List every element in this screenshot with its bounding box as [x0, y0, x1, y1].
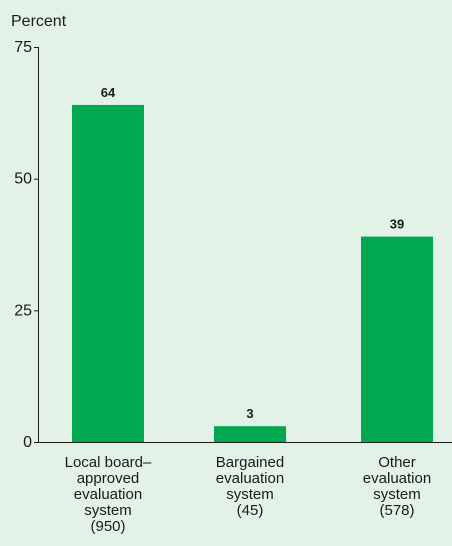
category-label: (45): [237, 502, 264, 519]
y-tick-label: 75: [14, 39, 32, 56]
bar: [72, 104, 144, 442]
y-tick-label: 0: [23, 434, 32, 451]
category-label: Local board–: [65, 454, 152, 471]
bar-value-label: 64: [101, 85, 116, 100]
category-label: system: [373, 486, 421, 503]
category-label: system: [84, 502, 132, 519]
category-label: Other: [378, 454, 416, 471]
bar-value-label: 39: [390, 217, 404, 232]
bar: [214, 426, 286, 442]
category-label: evaluation: [74, 486, 142, 503]
bar-value-label: 3: [246, 406, 253, 421]
value-labels: 64 3 39: [101, 85, 404, 421]
category-label: evaluation: [216, 470, 284, 487]
category-label: evaluation: [363, 470, 431, 487]
y-axis-ticks: 0 25 50 75: [14, 39, 38, 451]
category-label: (578): [379, 502, 414, 519]
y-tick-label: 50: [14, 171, 32, 188]
category-label: Bargained: [216, 454, 284, 471]
y-axis-label: Percent: [11, 13, 67, 30]
bars: [72, 104, 433, 442]
category-label: approved: [77, 470, 140, 487]
category-label: (950): [90, 518, 125, 535]
bar: [361, 236, 433, 442]
category-labels: Local board–approvedevaluationsystem(950…: [65, 454, 432, 535]
y-tick-label: 25: [14, 302, 32, 319]
category-label: system: [226, 486, 274, 503]
